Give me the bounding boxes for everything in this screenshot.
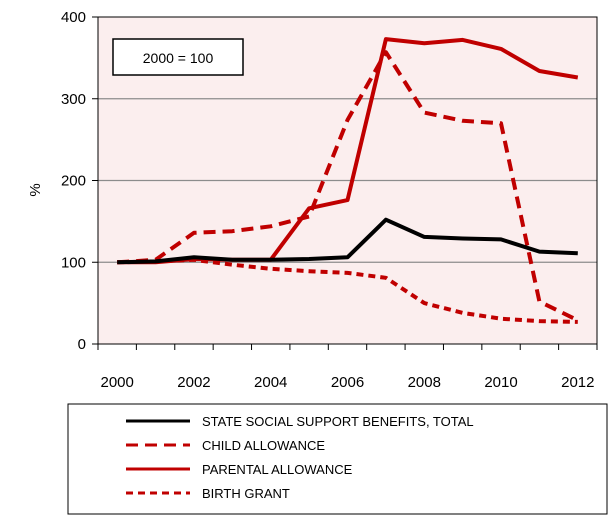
- y-tick-label: 300: [61, 91, 86, 108]
- y-tick-label: 200: [61, 173, 86, 190]
- y-axis-label: %: [27, 183, 44, 196]
- legend-label: CHILD ALLOWANCE: [202, 438, 325, 453]
- x-tick-label: 2002: [177, 374, 210, 391]
- y-axis: 0 100 200 300 400: [61, 9, 98, 353]
- y-tick-label: 400: [61, 9, 86, 26]
- x-tick-label: 2010: [484, 374, 517, 391]
- x-tick-label: 2004: [254, 374, 287, 391]
- legend-label: STATE SOCIAL SUPPORT BENEFITS, TOTAL: [202, 414, 474, 429]
- annotation-text: 2000 = 100: [143, 50, 214, 66]
- legend-label: BIRTH GRANT: [202, 486, 290, 501]
- annotation-box: 2000 = 100: [112, 38, 244, 76]
- series-lines: [117, 37, 579, 324]
- series-line-2: [117, 50, 579, 323]
- x-tick-label: 2012: [561, 374, 594, 391]
- legend: STATE SOCIAL SUPPORT BENEFITS, TOTAL CHIL…: [67, 403, 608, 515]
- y-tick-label: 100: [61, 254, 86, 271]
- x-tick-label: 2006: [331, 374, 364, 391]
- series-line-4: [117, 257, 578, 324]
- x-tick-label: 2000: [101, 374, 134, 391]
- series-line-1: [117, 217, 578, 265]
- y-tick-label: 0: [78, 336, 86, 353]
- legend-label: PARENTAL ALLOWANCE: [202, 462, 353, 477]
- x-tick-label: 2008: [408, 374, 441, 391]
- x-axis: 2000 2002 2004 2006 2008 2010 2012: [97, 344, 598, 391]
